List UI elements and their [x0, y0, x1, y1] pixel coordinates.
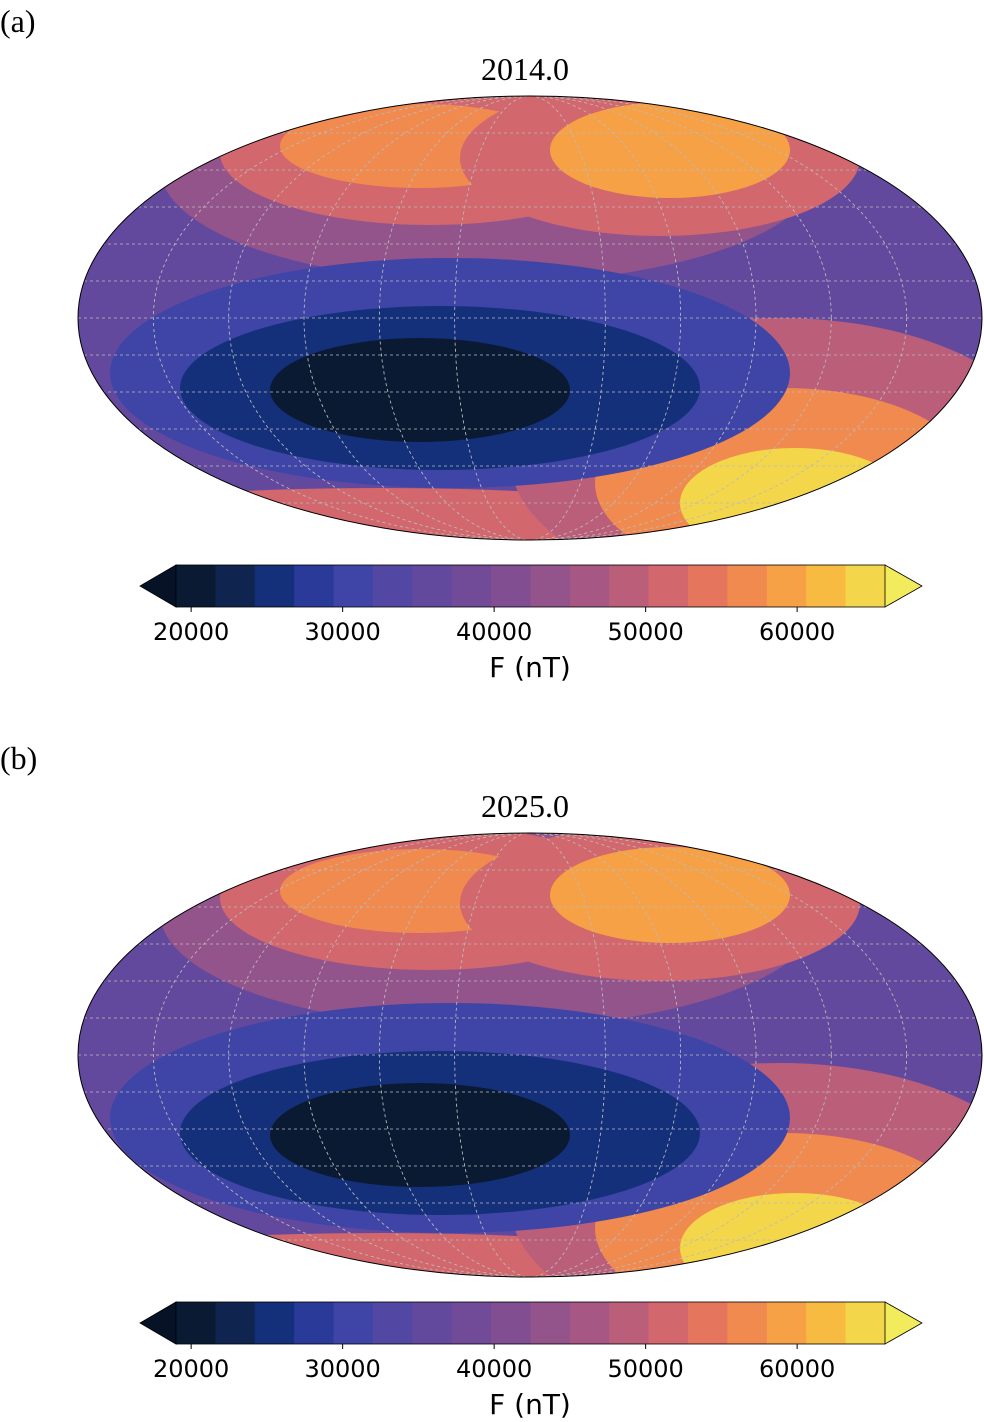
meridian: [454, 96, 606, 540]
colorbar-under: [139, 1301, 177, 1345]
meridian: [378, 96, 682, 540]
tick-label: 60000: [759, 618, 835, 646]
meridian: [454, 833, 606, 1277]
colorbar-segment: [609, 565, 650, 607]
colorbar-segment: [412, 1302, 453, 1344]
colorbar-label: F (nT): [489, 651, 571, 684]
colorbar-segment: [688, 565, 728, 607]
colorbar-segment: [254, 565, 295, 607]
tick-label: 40000: [456, 1355, 532, 1383]
meridian: [152, 833, 908, 1277]
colorbar-segment: [294, 1302, 335, 1344]
tick-label: 30000: [304, 618, 380, 646]
colorbar-segment: [530, 1302, 571, 1344]
colorbar-segment: [648, 565, 689, 607]
colorbar-over: [884, 1301, 923, 1345]
colorbar-segment: [372, 565, 413, 607]
colorbar-segment: [372, 1302, 413, 1344]
colorbar-segment: [491, 1302, 531, 1344]
map: [78, 833, 982, 1277]
colorbar-label: F (nT): [489, 1388, 571, 1421]
field-contour: [270, 1083, 570, 1187]
tick-label: 20000: [153, 1355, 229, 1383]
colorbar-frame: [175, 564, 886, 608]
tick-label: 20000: [153, 618, 229, 646]
field-contour: [550, 847, 790, 943]
meridian: [228, 96, 832, 540]
colorbar-segment: [491, 565, 531, 607]
meridian: [303, 833, 757, 1277]
colorbar-segment: [569, 1302, 610, 1344]
tick-label: 60000: [759, 1355, 835, 1383]
tick-label: 30000: [304, 1355, 380, 1383]
tick-label: 50000: [607, 1355, 683, 1383]
colorbar-segment: [806, 1302, 847, 1344]
colorbar-segment: [333, 1302, 374, 1344]
field-contour: [680, 1193, 910, 1277]
field-contour: [550, 102, 790, 198]
map: [78, 96, 982, 540]
meridian: [378, 833, 682, 1277]
meridian: [228, 833, 832, 1277]
colorbar-segment: [569, 565, 610, 607]
map-outline: [77, 95, 983, 541]
panel-label: (a): [0, 3, 36, 39]
colorbar-segment: [530, 565, 571, 607]
colorbar-segment: [766, 565, 807, 607]
colorbar-segment: [727, 1302, 768, 1344]
colorbar-segment: [609, 1302, 650, 1344]
colorbar-frame: [175, 1301, 886, 1345]
colorbar-segment: [215, 1302, 256, 1344]
colorbar-segment: [412, 565, 453, 607]
colorbar-segment: [845, 1302, 886, 1344]
colorbar-segment: [254, 1302, 295, 1344]
colorbar-segment: [688, 1302, 728, 1344]
colorbar-segment: [451, 1302, 492, 1344]
map-title: 2014.0: [481, 51, 569, 87]
colorbar-segment: [176, 565, 216, 607]
colorbar-segment: [333, 565, 374, 607]
colorbar-segment: [845, 565, 886, 607]
colorbar-under: [139, 564, 177, 608]
colorbar-segment: [648, 1302, 689, 1344]
colorbar-over: [884, 564, 923, 608]
colorbar-segment: [294, 565, 335, 607]
colorbar-segment: [766, 1302, 807, 1344]
colorbar-segment: [727, 565, 768, 607]
tick-label: 40000: [456, 618, 532, 646]
colorbar-segment: [176, 1302, 216, 1344]
meridian: [152, 96, 908, 540]
meridian: [303, 96, 757, 540]
panel-label: (b): [0, 740, 37, 776]
map-title: 2025.0: [481, 788, 569, 824]
field-contour: [270, 338, 570, 442]
tick-label: 50000: [607, 618, 683, 646]
colorbar-segment: [215, 565, 256, 607]
colorbar-segment: [451, 565, 492, 607]
map-outline: [77, 832, 983, 1278]
panel: (b) 2025.0 20000 30000 40000 50000 60000 F (nT): [0, 740, 983, 1421]
panel: (a) 2014.0 20000 30000 40000 50000 60000 F (nT): [0, 3, 983, 684]
colorbar-segment: [806, 565, 847, 607]
